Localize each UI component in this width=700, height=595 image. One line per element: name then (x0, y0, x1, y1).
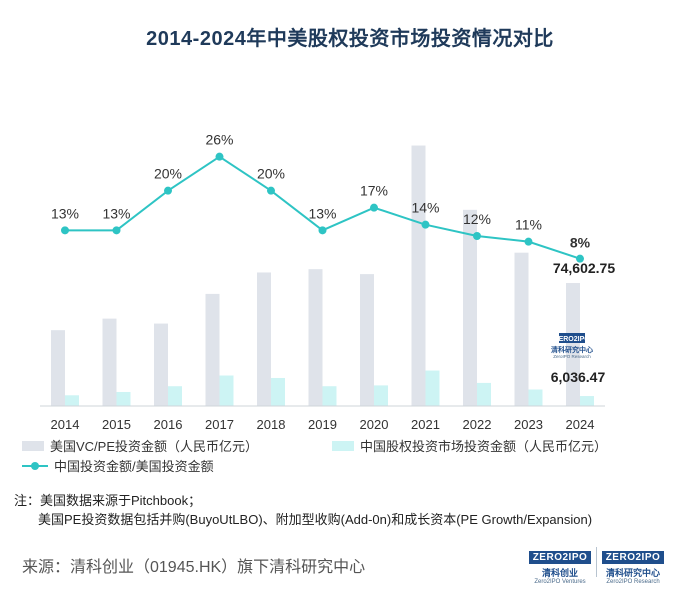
chart-title: 2014-2024年中美股权投资市场投资情况对比 (146, 28, 554, 50)
x-tick-2016: 2016 (154, 417, 183, 430)
x-tick-2023: 2023 (514, 417, 543, 430)
x-tick-2022: 2022 (463, 417, 492, 430)
x-tick-2024: 2024 (566, 417, 595, 430)
ratio-point-2023 (524, 237, 533, 246)
legend-ratio-line: 中国投资金额/美国投资金额 (22, 456, 214, 475)
ratio-label-2024: 8% (570, 235, 591, 251)
x-tick-labels: 2014 2015 2016 2017 2018 2019 2020 2021 2022 2023… (51, 417, 595, 430)
ratio-label-2016: 20% (154, 166, 182, 182)
ratio-label-2019: 13% (308, 205, 336, 221)
ratio-point-2016 (164, 186, 172, 195)
ratio-label-2020: 17% (360, 183, 388, 199)
x-tick-2017: 2017 (205, 417, 234, 430)
source-text: 来源：清科创业（01945.HK）旗下清科研究中心 (22, 559, 366, 576)
cn-bar-2014 (65, 395, 79, 406)
ratio-point-2020 (370, 203, 378, 212)
us-bar-2023 (514, 252, 529, 406)
x-tick-2018: 2018 (257, 417, 286, 430)
note-line-1: 注：美国数据来源于Pitchbook； (14, 493, 202, 508)
ratio-point-2019 (318, 226, 327, 235)
legend-ratio-swatch (22, 461, 48, 471)
us-bars-group (51, 145, 580, 406)
ratio-label-2021: 14% (411, 200, 439, 216)
cn-bar-2017 (219, 375, 234, 406)
us-bar-2020 (360, 274, 374, 406)
logo-zero2ipo-research: ZERO2IPO 清科研究中心 Zero2IPO Research (600, 547, 666, 585)
cn-bar-2024 (580, 396, 594, 406)
ratio-point-2024 (576, 254, 584, 263)
ratio-line-group: 13% 13% 20% 26% 20% 13% 17% 14% 12% 11% 8% (51, 132, 591, 263)
logo-ventures-brand: ZERO2IPO (528, 551, 592, 564)
x-tick-2014: 2014 (51, 417, 80, 430)
cn-bar-2016 (168, 386, 182, 406)
legend-us-label: 美国VC/PE投资金额（人民币亿元） (50, 439, 259, 454)
us-bar-2018 (257, 272, 271, 406)
x-tick-2019: 2019 (308, 417, 337, 430)
cn-bar-2015 (116, 391, 131, 406)
ratio-label-2014: 13% (51, 205, 79, 221)
ratio-label-2023: 11% (515, 217, 542, 233)
logo-separator (596, 547, 597, 577)
ratio-point-2021 (421, 220, 430, 229)
ratio-point-2017 (215, 152, 224, 161)
us-bar-2019 (308, 269, 323, 406)
ratio-point-2022 (473, 232, 481, 240)
us-bar-2016 (154, 323, 168, 406)
us-bar-2022 (463, 209, 477, 406)
watermark-en: ZeroIPO Research (553, 354, 591, 359)
cn-bars-group (65, 370, 594, 406)
ratio-label-2022: 12% (463, 211, 491, 227)
value-annotations: 74,602.75 6,036.47 (551, 260, 616, 385)
legend-us-bar: 美国VC/PE投资金额（人民币亿元） (22, 436, 258, 455)
us-bar-2015 (102, 318, 117, 406)
logo-research-cn: 清科研究中心 (605, 568, 660, 578)
us-bar-2021 (411, 145, 426, 406)
ratio-label-2015: 13% (102, 205, 130, 221)
cn-bar-2020 (374, 385, 388, 406)
logo-research-brand: ZERO2IPO (601, 551, 665, 564)
note-line-2: 美国PE投资数据包括并购(BuyoUtLBO)、附加型收购(Add-0n)和成长… (38, 512, 593, 527)
watermark-cn: 清科研究中心 (551, 345, 593, 354)
ratio-point-2014 (61, 226, 69, 235)
cn-bar-2018 (271, 377, 285, 406)
logo-ventures-en: Zero2IPO Ventures (534, 579, 586, 585)
logo-research-en: Zero2IPO Research (606, 579, 660, 585)
cn-2024-annotation: 6,036.47 (551, 369, 606, 385)
ratio-label-2017: 26% (205, 132, 233, 148)
watermark-brand: ZERO2IPO (554, 336, 590, 343)
us-bar-2017 (205, 293, 220, 406)
us-bar-2014 (51, 330, 65, 406)
ratio-label-2018: 20% (257, 166, 285, 182)
x-tick-2021: 2021 (411, 417, 440, 430)
us-2024-annotation: 74,602.75 (553, 260, 615, 276)
ratio-point-2018 (267, 186, 275, 195)
cn-bar-2019 (322, 386, 337, 406)
logo-ventures-cn: 清科创业 (541, 568, 578, 578)
legend-ratio-label: 中国投资金额/美国投资金额 (54, 459, 214, 474)
chart-canvas: 2014 2015 2016 2017 2018 2019 2020 2021 2022 2023… (40, 132, 616, 430)
legend-cn-label: 中国股权投资市场投资金额（人民币亿元） (360, 439, 608, 454)
x-tick-2015: 2015 (102, 417, 131, 430)
x-tick-2020: 2020 (360, 417, 389, 430)
cn-bar-2023 (528, 389, 543, 406)
legend-cn-swatch (332, 440, 354, 451)
cn-bar-2021 (425, 370, 440, 406)
us-bar-2024 (566, 283, 580, 406)
legend-cn-bar: 中国股权投资市场投资金额（人民币亿元） (332, 436, 607, 455)
cn-bar-2022 (477, 382, 491, 406)
ratio-point-2015 (112, 226, 121, 235)
legend-us-swatch (22, 440, 44, 451)
watermark-logo: ZERO2IPO 清科研究中心 ZeroIPO Research (551, 333, 593, 359)
logo-zero2ipo-ventures: ZERO2IPO 清科创业 Zero2IPO Ventures (528, 547, 592, 585)
